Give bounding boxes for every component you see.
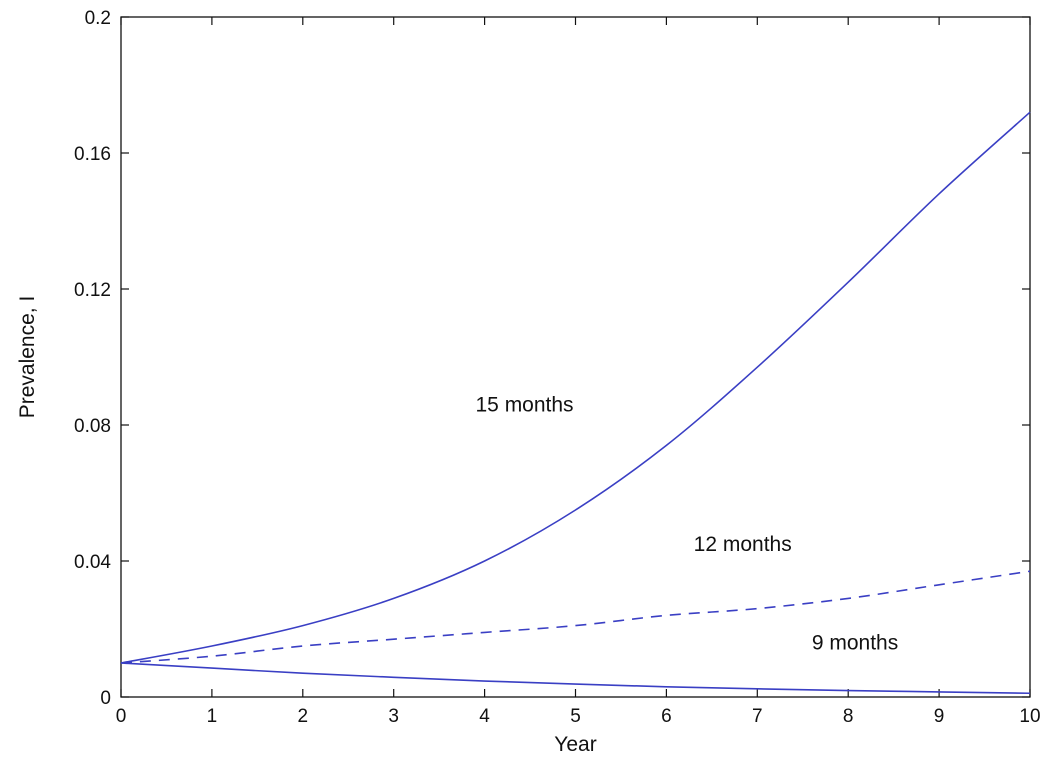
plot-frame: [120, 16, 1031, 698]
y-tick-label: 0.16: [74, 144, 111, 165]
series-line-15-months: [120, 111, 1031, 664]
x-tick-label: 9: [934, 706, 945, 727]
x-axis-label: Year: [554, 733, 596, 756]
x-tick-label: 6: [661, 706, 672, 727]
x-tick-label: 1: [207, 706, 218, 727]
x-tick-label: 2: [298, 706, 309, 727]
y-tick-label: 0.04: [74, 552, 111, 573]
y-tick-label: 0.2: [85, 8, 111, 29]
annotation-12-months: 12 months: [694, 533, 792, 556]
y-tick-label: 0: [100, 688, 111, 709]
annotation-15-months: 15 months: [476, 393, 574, 416]
x-tick-label: 7: [752, 706, 763, 727]
x-tick-label: 3: [388, 706, 399, 727]
y-tick-label: 0.12: [74, 280, 111, 301]
series-line-9-months: [120, 662, 1031, 695]
annotation-9-months: 9 months: [812, 631, 898, 654]
x-tick-label: 10: [1019, 706, 1040, 727]
series-line-12-months: [120, 570, 1031, 664]
x-axis-ticks: 0 1 2 3 4 5 6 7 8 9 10: [116, 17, 1041, 727]
x-tick-label: 8: [843, 706, 854, 727]
y-axis-label: Prevalence, I: [16, 296, 39, 419]
series-group: [120, 111, 1031, 695]
annotation-group: 15 months 12 months 9 months: [476, 393, 899, 654]
y-axis-ticks: 0 0.04 0.08 0.12 0.16 0.2: [74, 8, 1030, 709]
x-tick-label: 5: [570, 706, 581, 727]
y-tick-label: 0.08: [74, 416, 111, 437]
x-tick-label: 0: [116, 706, 127, 727]
x-tick-label: 4: [479, 706, 490, 727]
